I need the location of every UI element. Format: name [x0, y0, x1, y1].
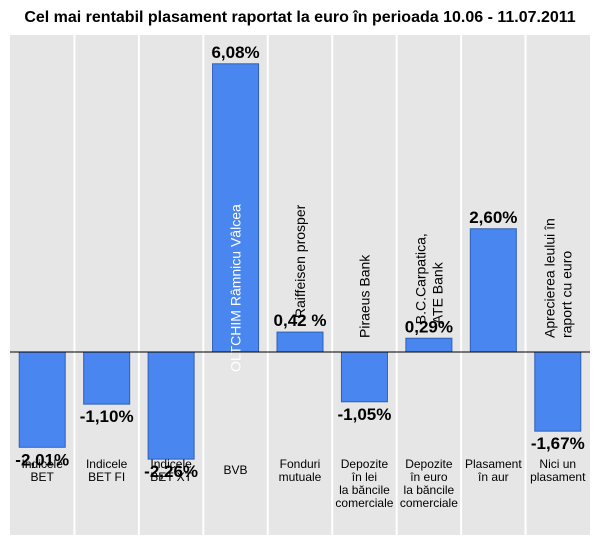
in-column-label: OLTCHIM Râmnicu Vâlcea	[228, 204, 244, 372]
category-label-line: Nici un	[539, 457, 576, 471]
value-label: -1,67%	[531, 434, 585, 453]
category-label-line: la băncile	[339, 483, 390, 497]
category-label: Fonduri mutuale	[279, 457, 322, 484]
category-label-line: Indicele	[22, 457, 64, 471]
in-column-label: raport cu euro	[558, 251, 574, 338]
in-column-label: B.C.Carpatica,	[412, 233, 428, 324]
category-label: Depozite în lei la băncile comerciale	[335, 457, 393, 510]
in-column-label: ATE Bank	[429, 261, 445, 324]
category-label-line: comerciale	[335, 496, 393, 510]
category-label: Plasament în aur	[465, 457, 522, 484]
category-label-line: Indicele	[86, 457, 128, 471]
value-label: 6,08%	[211, 43, 259, 62]
category-label-line: comerciale	[400, 496, 458, 510]
value-label: -1,05%	[338, 405, 392, 424]
category-label-line: Indicele	[150, 457, 192, 471]
value-label: 0,42 %	[274, 311, 327, 330]
category-label-line: mutuale	[279, 470, 322, 484]
category-label-line: BET FI	[88, 470, 125, 484]
category-label-line: BVB	[224, 463, 248, 477]
category-label-line: BET XT	[150, 470, 192, 484]
category-label-line: în euro	[409, 470, 448, 484]
bar	[469, 228, 517, 353]
chart-title: Cel mai rentabil plasament raportat la e…	[24, 9, 575, 26]
category-label-line: BET	[31, 470, 55, 484]
bar	[83, 351, 131, 405]
bar	[405, 337, 453, 353]
bar	[276, 331, 324, 353]
category-label-line: Depozite	[341, 457, 389, 471]
category-label: Indicele BET	[22, 457, 64, 484]
category-label-line: Fonduri	[280, 457, 321, 471]
bar	[340, 351, 388, 403]
bar	[18, 351, 66, 448]
bar	[534, 351, 582, 432]
value-label: 0,29%	[405, 317, 453, 336]
value-label: -2,26%	[144, 462, 198, 481]
value-label: -1,10%	[80, 407, 134, 426]
category-label-line: în lei	[351, 470, 377, 484]
value-label: 2,60%	[469, 208, 517, 227]
in-column-label: Aprecierea leului în	[541, 218, 557, 338]
category-label: Indicele BET XT	[150, 457, 192, 484]
bar	[147, 351, 195, 460]
in-column-label: Raiffeisen prosper	[292, 204, 308, 318]
category-label-line: Depozite	[405, 457, 453, 471]
category-label: Indicele BET FI	[86, 457, 128, 484]
category-label-line: plasament	[530, 470, 586, 484]
category-label-line: în aur	[477, 470, 509, 484]
value-label: -2,01%	[15, 450, 69, 469]
in-column-label: Piraeus Bank	[356, 254, 372, 338]
category-label-line: la băncile	[404, 483, 455, 497]
category-label-line: Plasament	[465, 457, 522, 471]
category-label: Nici un plasament	[530, 457, 586, 484]
category-label: BVB	[224, 463, 248, 477]
category-label: Depozite în euro la băncile comerciale	[400, 457, 458, 510]
